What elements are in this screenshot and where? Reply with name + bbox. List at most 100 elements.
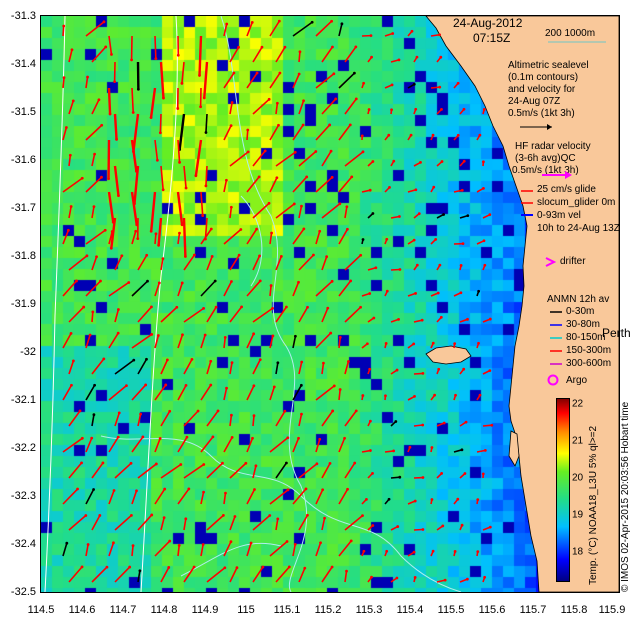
vector-head xyxy=(454,393,457,397)
velocity-vector xyxy=(160,306,178,323)
vector-head xyxy=(430,446,434,449)
vector-head xyxy=(204,131,208,134)
velocity-vector xyxy=(298,414,303,427)
vector-head xyxy=(292,202,296,206)
vector-head xyxy=(233,515,237,518)
vector-head xyxy=(460,523,464,527)
vector-head xyxy=(117,411,121,415)
map-plot[interactable] xyxy=(40,15,620,593)
vector-head xyxy=(362,81,366,85)
velocity-vector xyxy=(114,359,135,375)
velocity-vector xyxy=(62,127,68,141)
vector-head xyxy=(390,83,394,87)
lat-tick: -31.4 xyxy=(10,58,36,70)
vector-head xyxy=(368,292,372,295)
vector-head xyxy=(131,111,135,114)
velocity-vector xyxy=(269,386,276,401)
vector-head xyxy=(244,461,248,465)
velocity-vector xyxy=(85,334,91,349)
velocity-vector xyxy=(321,566,333,583)
velocity-vector xyxy=(223,180,228,193)
vector-head xyxy=(332,384,336,388)
vector-head xyxy=(198,74,201,77)
vector-head xyxy=(368,188,372,192)
vector-head xyxy=(347,360,350,363)
vector-head xyxy=(328,123,332,127)
velocity-vector xyxy=(206,361,212,375)
lon-tick: 115.5 xyxy=(437,604,465,616)
vector-head xyxy=(482,186,485,190)
velocity-vector xyxy=(321,256,328,271)
vector-head xyxy=(229,124,233,128)
velocity-vector xyxy=(62,542,68,557)
vector-head xyxy=(246,150,250,154)
velocity-vector xyxy=(344,462,356,479)
velocity-vector xyxy=(108,332,119,349)
velocity-vector xyxy=(114,462,132,479)
velocity-vector xyxy=(430,33,440,37)
velocity-vector xyxy=(246,22,254,37)
velocity-vector xyxy=(108,436,119,453)
vector-head xyxy=(395,368,399,372)
vector-head xyxy=(361,514,364,518)
velocity-vector xyxy=(131,490,138,505)
velocity-vector xyxy=(177,334,184,349)
vector-head xyxy=(413,395,416,398)
velocity-vector xyxy=(68,306,85,323)
vector-head xyxy=(162,516,166,520)
vector-head xyxy=(240,305,244,309)
vector-head xyxy=(334,97,338,101)
vector-head xyxy=(460,188,464,192)
vector-head xyxy=(415,55,419,59)
vector-head xyxy=(80,176,84,180)
vector-head xyxy=(391,32,395,35)
glider-line: slocum_glider 0m xyxy=(537,197,616,208)
vector-head xyxy=(300,360,304,364)
vector-head xyxy=(412,238,416,242)
vector-head xyxy=(368,419,372,423)
velocity-vector xyxy=(160,463,182,479)
vector-head xyxy=(150,513,154,517)
vector-head xyxy=(71,99,75,103)
velocity-vector xyxy=(315,542,322,557)
velocity-vector xyxy=(229,207,233,219)
vector-head xyxy=(210,255,214,258)
vector-head xyxy=(318,229,322,233)
velocity-vector xyxy=(338,337,342,349)
vector-head xyxy=(297,280,300,284)
vector-head xyxy=(372,316,376,320)
velocity-vector xyxy=(246,489,256,505)
vector-head xyxy=(466,214,470,218)
velocity-vector xyxy=(62,332,72,349)
vector-head xyxy=(65,541,69,545)
depth-scale-line xyxy=(548,41,606,43)
velocity-vector xyxy=(154,438,161,453)
velocity-vector xyxy=(91,153,96,167)
vector-head xyxy=(135,489,138,493)
velocity-vector xyxy=(114,309,120,323)
vector-head xyxy=(297,436,300,440)
vector-head xyxy=(412,342,416,346)
velocity-vector xyxy=(181,61,185,84)
lon-tick: 115.8 xyxy=(560,604,588,616)
velocity-vector xyxy=(338,124,351,141)
velocity-vector xyxy=(292,124,304,141)
vector-head xyxy=(134,229,138,233)
velocity-vector xyxy=(298,567,306,583)
velocity-vector xyxy=(344,206,348,219)
vector-head xyxy=(410,29,414,33)
vector-head xyxy=(92,488,95,491)
vector-head xyxy=(390,108,393,112)
hf-radar-line: (3-6h avg)QC xyxy=(515,153,576,164)
velocity-vector xyxy=(275,103,279,115)
vector-head xyxy=(287,565,291,569)
velocity-vector xyxy=(229,462,247,479)
vector-head xyxy=(459,291,463,295)
vector-head xyxy=(330,565,334,569)
vector-head xyxy=(367,108,371,111)
vector-head xyxy=(230,361,234,364)
anmn-item: 80-150m xyxy=(566,332,606,343)
vector-head xyxy=(477,341,480,345)
vector-head xyxy=(190,358,194,361)
vector-head xyxy=(368,367,372,371)
